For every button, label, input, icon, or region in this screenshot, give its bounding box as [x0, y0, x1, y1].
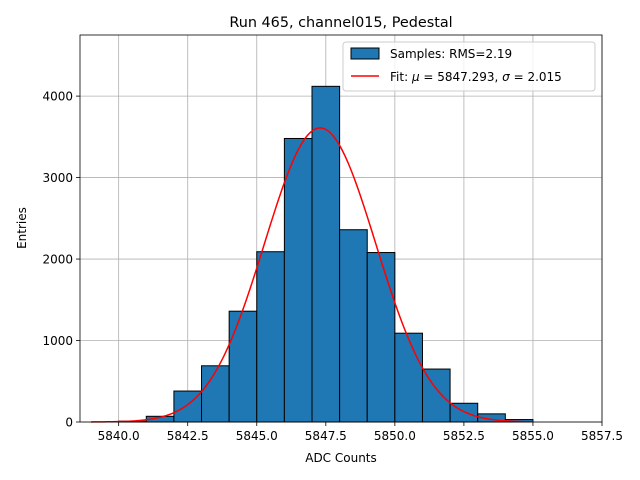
fit-curve-group	[91, 127, 533, 423]
legend-histogram-label: Samples: RMS=2.19	[390, 47, 512, 61]
x-tick-label: 5857.5	[581, 429, 623, 443]
x-tick-label: 5852.5	[443, 429, 485, 443]
chart-title: Run 465, channel015, Pedestal	[229, 15, 452, 31]
histogram-bar	[283, 137, 313, 423]
legend-fit-prefix: Fit:	[390, 70, 412, 84]
legend: Samples: RMS=2.19 Fit: μ = 5847.293, σ =…	[342, 41, 596, 92]
histogram-bars	[118, 85, 534, 423]
fit-curve	[91, 127, 533, 423]
legend-fit-mu-value: = 5847.293,	[420, 70, 503, 84]
histogram-bar	[339, 229, 368, 423]
y-tick-label: 4000	[42, 90, 73, 104]
legend-fit-sigma-value: = 2.015	[510, 70, 562, 84]
histogram-bar	[201, 365, 230, 423]
legend-box	[342, 41, 596, 92]
axes-frame	[79, 34, 603, 423]
y-axis-ticks: 0 1000 2000 3000 4000	[42, 90, 80, 430]
y-tick-label: 3000	[42, 171, 73, 185]
histogram-bar	[394, 332, 423, 423]
legend-fit-sigma-symbol: σ	[502, 70, 510, 84]
histogram-bar	[256, 251, 285, 423]
histogram-bar	[366, 252, 396, 423]
x-axis-ticks: 5840.0 5842.5 5845.0 5847.5 5850.0 5852.5 5855…	[98, 422, 623, 443]
x-tick-label: 5855.0	[512, 429, 554, 443]
y-tick-label: 2000	[42, 253, 73, 267]
histogram-bar	[421, 368, 451, 423]
x-tick-label: 5845.0	[236, 429, 278, 443]
x-axis-label: ADC Counts	[305, 451, 377, 465]
x-tick-label: 5842.5	[167, 429, 209, 443]
legend-fit-label: Fit: μ = 5847.293, σ = 2.015	[390, 70, 562, 84]
histogram-bar	[311, 85, 341, 423]
x-tick-label: 5850.0	[374, 429, 416, 443]
x-tick-label: 5847.5	[305, 429, 347, 443]
legend-fit-mu-symbol: μ	[411, 70, 420, 84]
legend-histogram-swatch	[350, 47, 380, 60]
y-tick-label: 0	[65, 416, 73, 430]
histogram-bar	[228, 310, 258, 423]
y-axis-label: Entries	[15, 207, 29, 249]
y-tick-label: 1000	[42, 334, 73, 348]
x-tick-label: 5840.0	[98, 429, 140, 443]
